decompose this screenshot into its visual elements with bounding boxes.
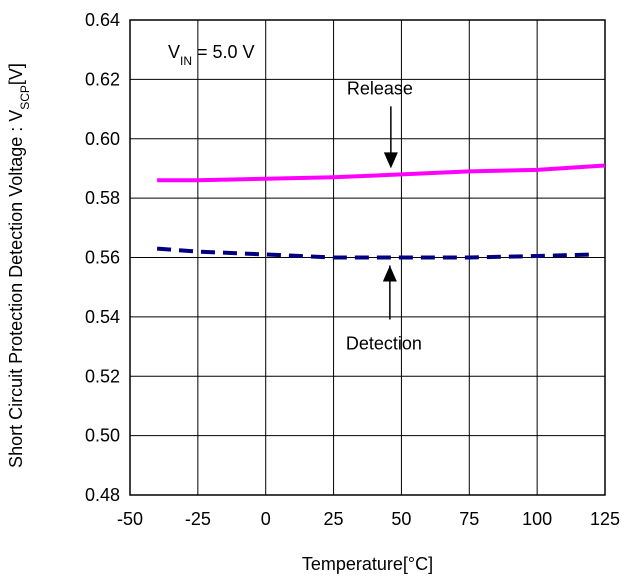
y-tick-label: 0.52 [85, 366, 120, 386]
x-tick-label: 0 [261, 509, 271, 529]
x-axis-title: Temperature[°C] [302, 554, 433, 574]
annotations: Release Detection [346, 78, 422, 353]
y-axis-title-unit: [V] [6, 63, 26, 85]
condition-prefix: V [168, 42, 180, 62]
annotation-arrowhead-release [383, 152, 398, 169]
y-axis-title-subscript: SCP [18, 85, 32, 110]
annotation-release: Release [347, 78, 413, 98]
y-tick-labels: 0.48 0.50 0.52 0.54 0.56 0.58 0.60 0.62 0.64 [85, 10, 120, 505]
condition-value: = 5.0 V [192, 42, 255, 62]
x-tick-label: 50 [391, 509, 411, 529]
y-axis-title-main: Short Circuit Protection Detection Volta… [6, 110, 26, 468]
series-layer [156, 163, 606, 260]
y-tick-label: 0.48 [85, 485, 120, 505]
series-line-release [157, 163, 606, 183]
y-tick-label: 0.64 [85, 10, 120, 30]
x-tick-label: 100 [522, 509, 552, 529]
y-tick-label: 0.62 [85, 69, 120, 89]
plot-frame [129, 19, 606, 496]
condition-subscript: IN [180, 54, 192, 68]
y-tick-label: 0.54 [85, 307, 120, 327]
y-tick-label: 0.50 [85, 426, 120, 446]
x-tick-label: 25 [324, 509, 344, 529]
x-tick-label: -50 [117, 509, 143, 529]
annotation-detection: Detection [346, 334, 422, 354]
annotation-arrowhead-detection [382, 265, 397, 282]
series-line-detection [156, 246, 592, 260]
x-tick-label: 75 [459, 509, 479, 529]
y-tick-label: 0.60 [85, 129, 120, 149]
condition-label: VIN = 5.0 V [168, 42, 255, 68]
x-tick-label: 125 [590, 509, 620, 529]
y-axis-title: Short Circuit Protection Detection Volta… [6, 63, 32, 468]
x-tick-labels: -50 -25 0 25 50 75 100 125 [117, 509, 620, 529]
x-tick-label: -25 [185, 509, 211, 529]
y-tick-label: 0.58 [85, 188, 120, 208]
y-tick-label: 0.56 [85, 248, 120, 268]
